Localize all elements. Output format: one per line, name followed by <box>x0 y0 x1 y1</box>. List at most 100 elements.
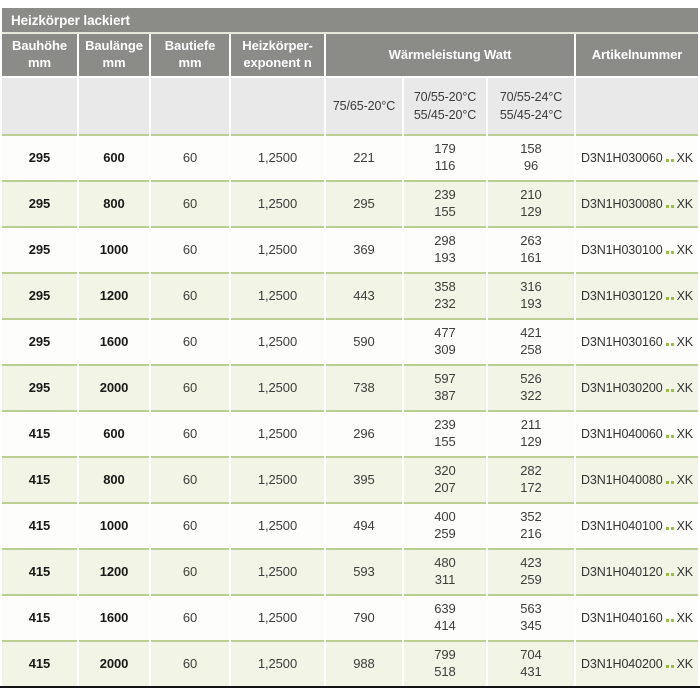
cell-bauhoehe: 295 <box>2 226 77 272</box>
placeholder-dots-icon <box>665 656 675 672</box>
cell-bautiefe: 60 <box>151 180 229 226</box>
cell-bautiefe: 60 <box>151 410 229 456</box>
cell-watt-7055-24: 210 129 <box>488 180 574 226</box>
header-row: Bauhöhe mm Baulänge mm Bautiefe mm Heizk… <box>2 34 698 78</box>
cell-watt-7565: 369 <box>326 226 402 272</box>
cell-baulaenge: 1000 <box>79 226 149 272</box>
cell-baulaenge: 1600 <box>79 594 149 640</box>
table-row: 295 600 60 1,2500 221 179 116 158 96 D3N1H… <box>2 134 698 180</box>
cell-exponent: 1,2500 <box>231 226 324 272</box>
table-row: 415 1600 60 1,2500 790 639 414 563 345 D3N… <box>2 594 698 640</box>
cell-exponent: 1,2500 <box>231 180 324 226</box>
placeholder-dots-icon <box>665 472 675 488</box>
cell-artikelnummer: D3N1H030200 XK <box>576 364 698 410</box>
cell-bauhoehe: 415 <box>2 640 77 686</box>
cell-baulaenge: 1000 <box>79 502 149 548</box>
cell-watt-7055-20: 597 387 <box>404 364 486 410</box>
cell-bautiefe: 60 <box>151 548 229 594</box>
subheader-empty <box>151 78 229 134</box>
cell-exponent: 1,2500 <box>231 456 324 502</box>
cell-bautiefe: 60 <box>151 594 229 640</box>
placeholder-dots-icon <box>665 150 675 166</box>
cell-exponent: 1,2500 <box>231 594 324 640</box>
cell-baulaenge: 1200 <box>79 272 149 318</box>
col-header-bauhoehe: Bauhöhe mm <box>2 34 77 78</box>
cell-bauhoehe: 295 <box>2 364 77 410</box>
subheader-75-65: 75/65-20°C <box>326 78 402 134</box>
cell-watt-7565: 593 <box>326 548 402 594</box>
cell-bauhoehe: 295 <box>2 180 77 226</box>
placeholder-dots-icon <box>665 518 675 534</box>
placeholder-dots-icon <box>665 196 675 212</box>
cell-artikelnummer: D3N1H040100 XK <box>576 502 698 548</box>
cell-watt-7055-20: 239 155 <box>404 410 486 456</box>
cell-artikelnummer: D3N1H030100 XK <box>576 226 698 272</box>
subheader-empty <box>231 78 324 134</box>
placeholder-dots-icon <box>665 564 675 580</box>
subheader-70-55-20: 70/55-20°C 55/45-20°C <box>404 78 486 134</box>
cell-artikelnummer: D3N1H040060 XK <box>576 410 698 456</box>
table-title: Heizkörper lackiert <box>2 8 698 34</box>
cell-artikelnummer: D3N1H040200 XK <box>576 640 698 686</box>
radiator-spec-table-container: Heizkörper lackiert Bauhöhe mm Baulänge … <box>0 8 700 688</box>
table-title-row: Heizkörper lackiert <box>2 8 698 34</box>
cell-bauhoehe: 415 <box>2 548 77 594</box>
cell-baulaenge: 800 <box>79 456 149 502</box>
cell-bautiefe: 60 <box>151 226 229 272</box>
radiator-spec-table: Heizkörper lackiert Bauhöhe mm Baulänge … <box>0 8 700 686</box>
placeholder-dots-icon <box>665 610 675 626</box>
cell-bautiefe: 60 <box>151 502 229 548</box>
cell-watt-7565: 494 <box>326 502 402 548</box>
subheader-empty <box>2 78 77 134</box>
placeholder-dots-icon <box>665 334 675 350</box>
cell-watt-7055-24: 211 129 <box>488 410 574 456</box>
cell-baulaenge: 1200 <box>79 548 149 594</box>
table-row: 415 2000 60 1,2500 988 799 518 704 431 D3N… <box>2 640 698 686</box>
cell-watt-7055-20: 239 155 <box>404 180 486 226</box>
cell-artikelnummer: D3N1H030080 XK <box>576 180 698 226</box>
cell-watt-7565: 443 <box>326 272 402 318</box>
cell-bauhoehe: 415 <box>2 410 77 456</box>
table-row: 415 600 60 1,2500 296 239 155 211 129 D3N1… <box>2 410 698 456</box>
table-row: 295 800 60 1,2500 295 239 155 210 129 D3N1… <box>2 180 698 226</box>
cell-watt-7055-24: 282 172 <box>488 456 574 502</box>
cell-artikelnummer: D3N1H040160 XK <box>576 594 698 640</box>
cell-baulaenge: 600 <box>79 134 149 180</box>
cell-exponent: 1,2500 <box>231 318 324 364</box>
cell-watt-7055-24: 563 345 <box>488 594 574 640</box>
cell-watt-7055-20: 179 116 <box>404 134 486 180</box>
placeholder-dots-icon <box>665 380 675 396</box>
cell-baulaenge: 600 <box>79 410 149 456</box>
cell-bauhoehe: 295 <box>2 134 77 180</box>
cell-bautiefe: 60 <box>151 364 229 410</box>
cell-exponent: 1,2500 <box>231 502 324 548</box>
cell-bauhoehe: 415 <box>2 594 77 640</box>
subheader-row: 75/65-20°C 70/55-20°C 55/45-20°C 70/55-2… <box>2 78 698 134</box>
subheader-70-55-24: 70/55-24°C 55/45-24°C <box>488 78 574 134</box>
subheader-empty <box>79 78 149 134</box>
cell-bautiefe: 60 <box>151 456 229 502</box>
cell-watt-7055-24: 316 193 <box>488 272 574 318</box>
placeholder-dots-icon <box>665 242 675 258</box>
cell-artikelnummer: D3N1H030060 XK <box>576 134 698 180</box>
cell-watt-7055-20: 799 518 <box>404 640 486 686</box>
table-row: 415 1000 60 1,2500 494 400 259 352 216 D3N… <box>2 502 698 548</box>
cell-baulaenge: 2000 <box>79 364 149 410</box>
subheader-empty <box>576 78 698 134</box>
table-row: 415 800 60 1,2500 395 320 207 282 172 D3N1… <box>2 456 698 502</box>
table-row: 295 1200 60 1,2500 443 358 232 316 193 D3N… <box>2 272 698 318</box>
col-header-waermeleistung: Wärmeleistung Watt <box>326 34 574 78</box>
cell-watt-7055-24: 704 431 <box>488 640 574 686</box>
table-row: 415 1200 60 1,2500 593 480 311 423 259 D3N… <box>2 548 698 594</box>
cell-watt-7565: 988 <box>326 640 402 686</box>
cell-baulaenge: 1600 <box>79 318 149 364</box>
col-header-exponent: Heizkörper- exponent n <box>231 34 324 78</box>
table-row: 295 2000 60 1,2500 738 597 387 526 322 D3N… <box>2 364 698 410</box>
cell-exponent: 1,2500 <box>231 410 324 456</box>
cell-exponent: 1,2500 <box>231 134 324 180</box>
cell-watt-7565: 221 <box>326 134 402 180</box>
cell-watt-7565: 295 <box>326 180 402 226</box>
cell-bautiefe: 60 <box>151 134 229 180</box>
cell-bautiefe: 60 <box>151 272 229 318</box>
